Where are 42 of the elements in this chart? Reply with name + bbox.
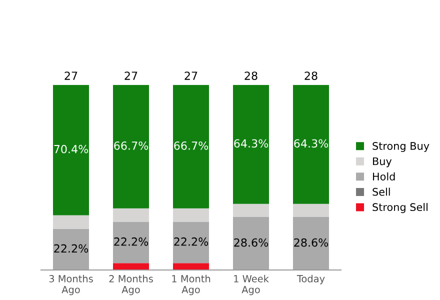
bar [293, 84, 329, 204]
bar [113, 208, 149, 222]
bar [173, 84, 209, 208]
bar [53, 84, 89, 216]
bar [173, 222, 209, 264]
data-label: 70.4% [54, 144, 88, 154]
x-tick-label: 1 Month Ago [172, 274, 210, 296]
bar [113, 84, 149, 208]
data-label: 64.3% [294, 139, 328, 148]
data-label: 22.2% [114, 237, 148, 246]
data-label: 66.7% [114, 141, 148, 150]
data-label: 66.7% [174, 141, 208, 150]
bar [233, 204, 269, 218]
x-tick-label: 2 Months Ago [109, 274, 153, 296]
legend-label: Strong Sell [372, 202, 428, 214]
bar [173, 263, 209, 270]
legend-label: Hold [373, 172, 395, 180]
data-label: 28.6% [294, 238, 328, 247]
annotation: 27 [124, 72, 138, 80]
bar [53, 215, 89, 229]
annotation: 28 [244, 72, 258, 80]
bar [293, 217, 329, 270]
legend-label: Strong Buy [372, 142, 430, 152]
data-label: 28.6% [234, 238, 268, 247]
bar [233, 84, 269, 204]
annotation: 27 [184, 72, 198, 80]
data-label: 22.2% [54, 244, 88, 253]
bar [173, 208, 209, 222]
x-tick-label: 3 Months Ago [49, 274, 93, 296]
x-tick-label: Today [296, 274, 325, 284]
bar [53, 228, 89, 270]
bar [113, 222, 149, 264]
annotation: 27 [64, 72, 78, 80]
bar [113, 263, 149, 270]
bar [233, 217, 269, 270]
data-label: 22.2% [174, 237, 208, 246]
data-label: 64.3% [234, 139, 268, 148]
legend-label: Sell [372, 188, 390, 196]
annotation: 28 [304, 72, 318, 80]
legend-label: Buy [373, 157, 392, 168]
x-tick-label: 1 Week Ago [234, 274, 269, 296]
bar [293, 204, 329, 218]
